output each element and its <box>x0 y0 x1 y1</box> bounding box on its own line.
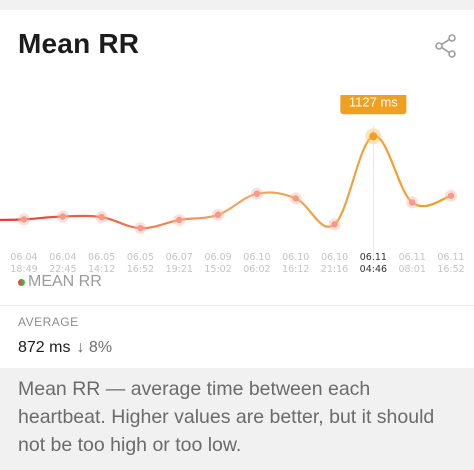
page-title: Mean RR <box>18 28 140 59</box>
x-tick-time: 21:16 <box>321 264 348 275</box>
data-point[interactable] <box>95 211 108 224</box>
x-tick-date: 06.11 <box>437 252 464 263</box>
mean-rr-card: Mean RR 1127 ms 06.04 18:49 06.04 22:45 06.0… <box>0 10 474 368</box>
x-tick-date: 06.05 <box>88 252 115 263</box>
x-tick-date: 06.05 <box>127 252 154 263</box>
x-tick-time: 16:12 <box>282 264 309 275</box>
x-tick-time: 16:52 <box>437 264 464 275</box>
x-tick-time: 04:46 <box>360 264 387 275</box>
x-tick-date: 06.10 <box>321 252 348 263</box>
data-point[interactable] <box>445 189 457 202</box>
x-tick-time: 18:49 <box>10 264 37 275</box>
x-tick-date: 06.09 <box>204 252 231 263</box>
value-tooltip: 1127 ms <box>340 95 407 115</box>
x-tick-date: 06.10 <box>282 252 309 263</box>
average-label: AVERAGE <box>18 315 79 329</box>
x-tick-time: 06:02 <box>243 264 270 275</box>
average-value-row: 872 ms ↓ 8% <box>18 339 112 357</box>
x-tick-time: 19:21 <box>166 264 193 275</box>
divider <box>0 305 474 306</box>
tooltip-label: 1127 ms <box>349 95 398 109</box>
x-tick-date: 06.04 <box>10 252 37 263</box>
legend-dot <box>18 278 25 286</box>
chart-legend: MEAN RR <box>18 273 102 291</box>
x-tick-time: 15:02 <box>204 264 231 275</box>
legend-label: MEAN RR <box>28 273 102 290</box>
x-tick-date: 06.07 <box>166 252 193 263</box>
x-tick-time: 16:52 <box>127 264 154 275</box>
share-button[interactable] <box>432 32 460 60</box>
data-point[interactable] <box>289 192 302 205</box>
x-tick-date: 06.04 <box>49 252 76 263</box>
share-icon <box>435 34 456 58</box>
data-point[interactable] <box>406 196 419 209</box>
data-point[interactable] <box>56 210 69 223</box>
x-tick-time: 08:01 <box>398 264 425 275</box>
data-point[interactable] <box>250 187 263 200</box>
mean-rr-chart[interactable]: 1127 ms 06.0418:4906.0422:4506.0514:1206… <box>0 95 474 285</box>
data-point-selected[interactable] <box>365 128 382 145</box>
x-tick-time: 22:45 <box>49 264 76 275</box>
x-tick-date: 06.10 <box>243 252 270 263</box>
x-tick-time: 14:12 <box>88 264 115 275</box>
description-text: Mean RR — average time between each hear… <box>18 378 435 456</box>
data-point[interactable] <box>212 208 225 221</box>
data-point[interactable] <box>328 218 341 231</box>
x-tick-date: 06.11 <box>360 252 387 263</box>
average-value: 872 ms <box>18 339 71 356</box>
data-point[interactable] <box>18 213 30 226</box>
x-tick-date: 06.11 <box>399 252 426 263</box>
data-point[interactable] <box>134 222 147 235</box>
data-point[interactable] <box>173 214 186 226</box>
average-change: ↓ 8% <box>76 339 113 356</box>
